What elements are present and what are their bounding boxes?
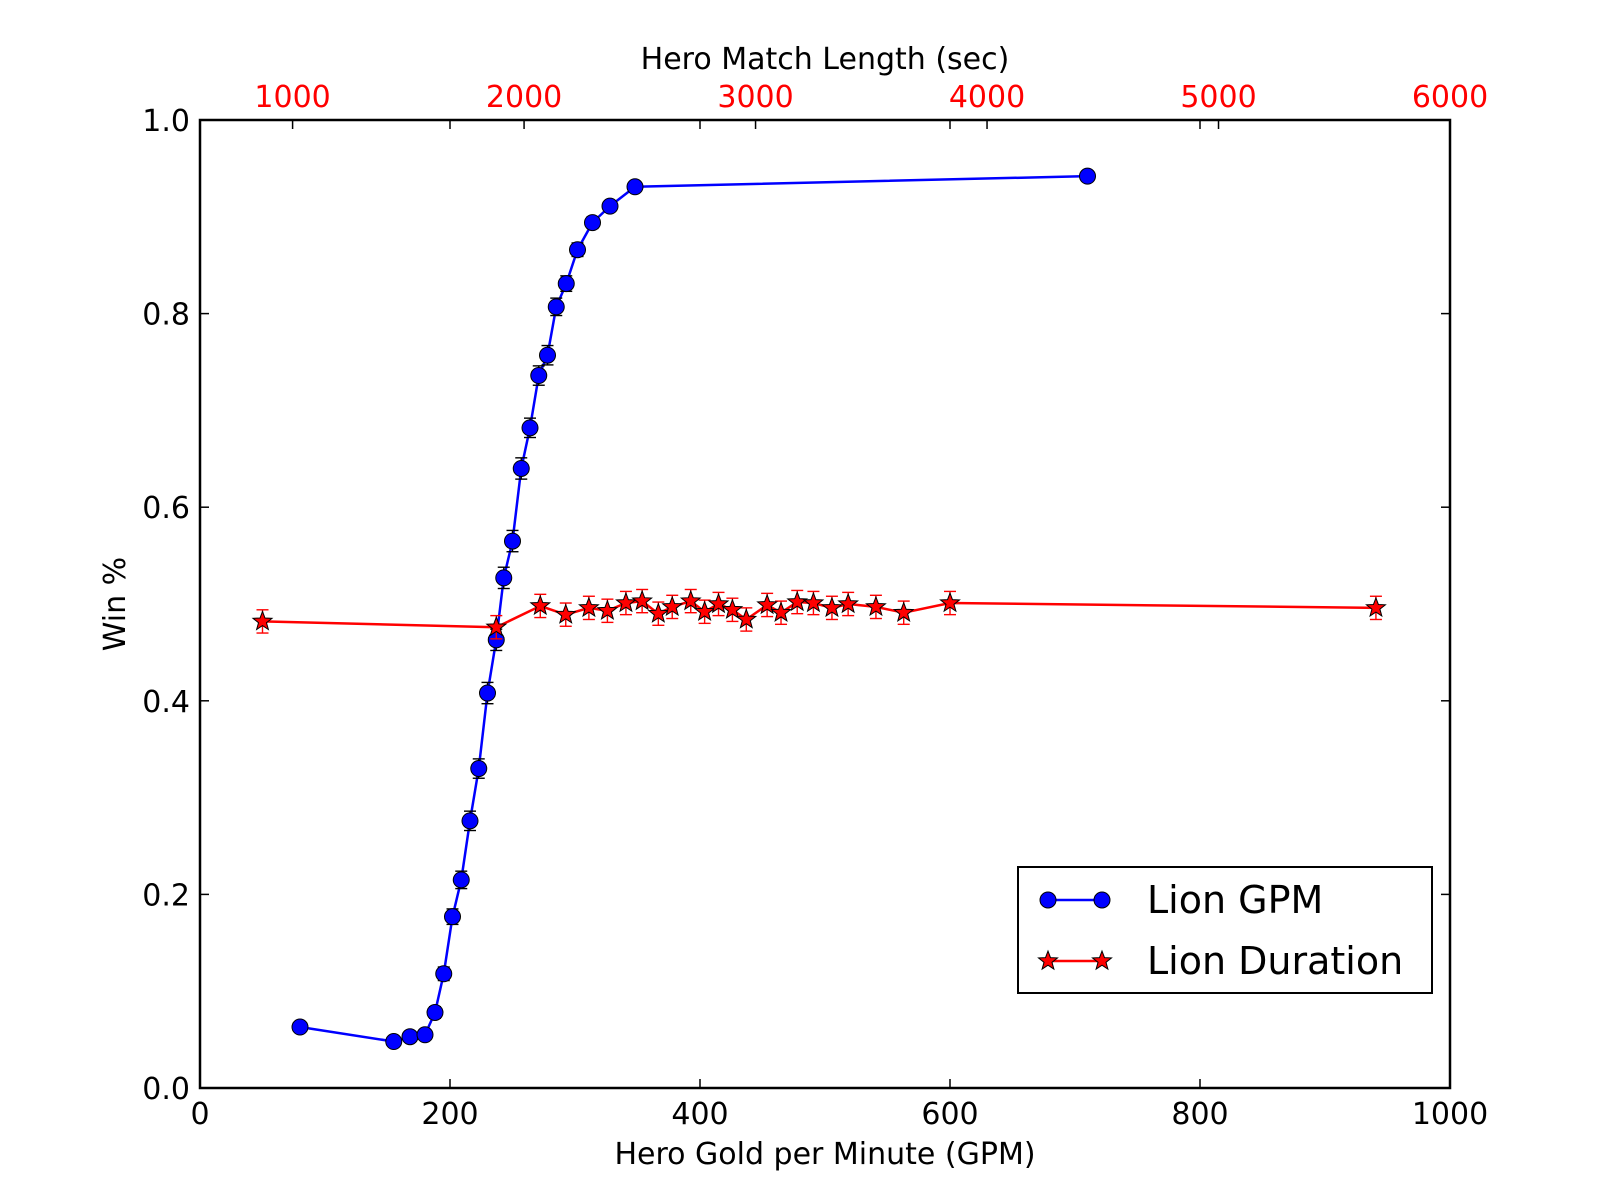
- data-point-lion-gpm: [521, 419, 539, 437]
- data-point-lion-gpm: [479, 684, 496, 702]
- data-point-lion-duration: [786, 590, 809, 612]
- data-point-lion-duration: [554, 603, 577, 624]
- data-point-lion-gpm: [495, 569, 513, 587]
- data-point-lion-gpm: [584, 214, 601, 232]
- data-point-lion-gpm: [435, 965, 453, 983]
- data-point-lion-duration: [721, 598, 744, 620]
- data-point-lion-gpm: [601, 197, 619, 215]
- legend-box: [1017, 866, 1433, 994]
- top-axis-tick-label: 4000: [949, 80, 1025, 115]
- x-tick-label: 0: [190, 1097, 209, 1132]
- data-point-lion-duration: [679, 589, 702, 611]
- y-tick-label: 0.8: [142, 298, 190, 333]
- y-tick-label: 1.0: [142, 104, 190, 139]
- plot-area-marks: [251, 167, 1387, 1051]
- data-point-lion-gpm: [444, 908, 461, 926]
- y-tick-label: 0.6: [142, 491, 190, 526]
- top-axis-tick-label: 1000: [254, 80, 330, 115]
- data-point-lion-duration: [756, 593, 778, 615]
- data-point-lion-duration: [837, 592, 860, 614]
- data-point-lion-duration: [615, 591, 637, 613]
- top-axis-tick-label: 3000: [717, 80, 793, 115]
- data-point-lion-duration: [631, 589, 653, 611]
- data-point-lion-gpm: [416, 1026, 434, 1044]
- legend-marker-lion-duration-right: [1091, 949, 1113, 971]
- data-point-lion-gpm: [1079, 167, 1096, 185]
- data-point-lion-duration: [707, 592, 730, 614]
- data-point-lion-gpm: [504, 532, 521, 550]
- axis-ticks: 0 200 400 600 800 1000 1000 2000 3000 4000 5000 600…: [142, 80, 1488, 1132]
- x-tick-label: 800: [1171, 1097, 1228, 1132]
- x-tick-label: 400: [671, 1097, 728, 1132]
- data-point-lion-gpm: [512, 459, 530, 477]
- series-line-lion-gpm: [299, 174, 1088, 1043]
- data-point-lion-gpm: [470, 760, 488, 778]
- data-point-lion-gpm: [426, 1003, 444, 1021]
- x-tick-label: 600: [921, 1097, 978, 1132]
- plot-frame: [198, 118, 1452, 1090]
- legend-marker-lion-gpm-left: [1039, 891, 1057, 909]
- data-point-lion-duration: [892, 601, 915, 622]
- data-point-lion-duration: [529, 594, 552, 616]
- data-point-lion-duration: [939, 591, 961, 613]
- data-point-lion-gpm: [569, 241, 586, 259]
- x-tick-label: 1000: [1412, 1097, 1488, 1132]
- top-axis-title: Hero Match Length (sec): [641, 42, 1010, 77]
- legend-marker-lion-duration-left: [1037, 949, 1059, 971]
- data-point-lion-duration: [735, 608, 758, 629]
- x-axis-title: Hero Gold per Minute (GPM): [614, 1137, 1035, 1172]
- legend-label-lion-gpm: Lion GPM: [1147, 878, 1323, 922]
- data-point-lion-gpm: [530, 367, 548, 385]
- x-tick-label: 200: [421, 1097, 478, 1132]
- data-point-lion-duration: [578, 596, 600, 618]
- data-point-lion-gpm: [547, 298, 565, 316]
- y-tick-label: 0.2: [142, 878, 190, 913]
- legend-marker-lion-gpm-right: [1093, 891, 1111, 909]
- y-tick-label: 0.4: [142, 685, 190, 720]
- data-point-lion-gpm: [401, 1028, 419, 1046]
- y-tick-label: 0.0: [142, 1072, 190, 1107]
- y-axis-title: Win %: [98, 557, 133, 651]
- data-point-lion-duration: [770, 601, 792, 622]
- data-point-lion-duration: [802, 591, 825, 613]
- data-point-lion-duration: [596, 599, 619, 621]
- top-axis-tick-label: 5000: [1180, 80, 1256, 115]
- data-point-lion-gpm: [557, 275, 575, 293]
- data-point-lion-gpm: [291, 1018, 309, 1036]
- data-point-lion-duration: [485, 615, 508, 637]
- data-point-lion-gpm: [539, 346, 556, 364]
- data-point-lion-gpm: [626, 178, 644, 196]
- data-point-lion-duration: [821, 596, 843, 618]
- data-point-lion-duration: [251, 609, 274, 631]
- data-point-lion-gpm: [452, 871, 470, 889]
- legend-label-lion-duration: Lion Duration: [1147, 939, 1403, 983]
- top-axis-tick-label: 6000: [1412, 80, 1488, 115]
- data-point-lion-duration: [661, 595, 684, 617]
- data-point-lion-duration: [647, 602, 670, 623]
- top-axis-tick-label: 2000: [486, 80, 562, 115]
- data-point-lion-duration: [1365, 596, 1387, 618]
- data-point-lion-duration: [693, 600, 716, 621]
- legend: Lion GPM Lion Duration: [1017, 866, 1433, 994]
- data-point-lion-duration: [865, 595, 887, 617]
- data-point-lion-gpm: [461, 812, 479, 830]
- data-point-lion-gpm: [385, 1033, 403, 1051]
